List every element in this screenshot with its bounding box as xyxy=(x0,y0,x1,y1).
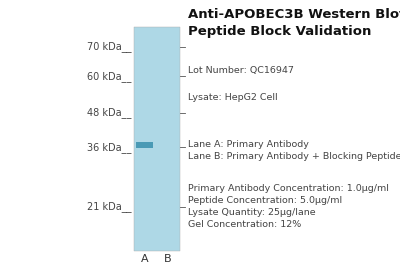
Text: Lane A: Primary Antibody
Lane B: Primary Antibody + Blocking Peptide: Lane A: Primary Antibody Lane B: Primary… xyxy=(188,140,400,161)
Text: Primary Antibody Concentration: 1.0μg/ml
Peptide Concentration: 5.0μg/ml
Lysate : Primary Antibody Concentration: 1.0μg/ml… xyxy=(188,184,389,229)
Text: Lysate: HepG2 Cell: Lysate: HepG2 Cell xyxy=(188,93,278,102)
Text: 48 kDa__: 48 kDa__ xyxy=(87,107,131,118)
Text: 21 kDa__: 21 kDa__ xyxy=(87,202,131,212)
Bar xyxy=(134,27,180,251)
Text: 70 kDa__: 70 kDa__ xyxy=(87,41,131,52)
Bar xyxy=(136,142,153,148)
Text: A: A xyxy=(141,254,149,264)
Text: B: B xyxy=(163,254,171,264)
Text: 60 kDa__: 60 kDa__ xyxy=(87,71,131,81)
Text: Lot Number: QC16947: Lot Number: QC16947 xyxy=(188,66,294,75)
Text: 36 kDa__: 36 kDa__ xyxy=(87,142,131,153)
Text: Anti-APOBEC3B Western Blot &
Peptide Block Validation: Anti-APOBEC3B Western Blot & Peptide Blo… xyxy=(188,8,400,37)
